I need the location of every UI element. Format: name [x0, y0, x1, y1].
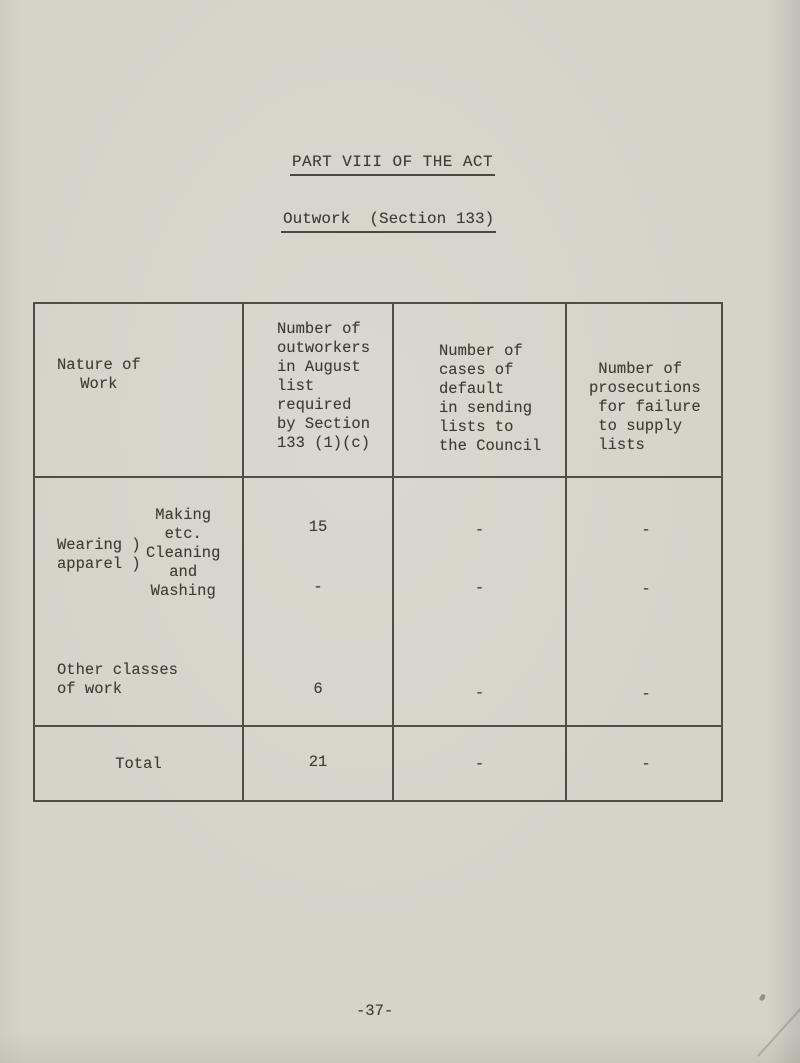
table-total-divider [35, 725, 721, 727]
page-subtitle: Outwork (Section 133) [281, 210, 497, 233]
cell-prosecutions-making: - [641, 521, 651, 539]
outwork-table: Nature of Work Number of outworkers in A… [33, 302, 723, 802]
column-header-prosecutions: Number of prosecutions for failure to su… [589, 360, 701, 454]
cell-prosecutions-other: - [641, 685, 651, 703]
page-number: -37- [356, 1002, 394, 1020]
row-sublabel-making-cleaning-washing: Making etc. Cleaning and Washing [146, 506, 221, 600]
cell-defaults-total: - [474, 755, 485, 773]
cell-outworkers-making: 15 [308, 518, 328, 536]
cell-defaults-making: - [474, 521, 485, 539]
row-label-total: Total [115, 755, 162, 773]
column-header-nature-of-work: Nature of Work [57, 356, 141, 393]
cell-outworkers-total: 21 [308, 753, 328, 771]
table-column-divider-1 [242, 304, 244, 800]
column-header-defaults: Number of cases of default in sending li… [439, 342, 542, 455]
cell-prosecutions-washing: - [641, 580, 651, 598]
cell-defaults-washing: - [474, 579, 485, 597]
cell-outworkers-other: 6 [313, 680, 323, 698]
row-label-other-classes: Other classes of work [57, 661, 178, 698]
cell-outworkers-washing: - [313, 578, 323, 596]
table-column-divider-2 [392, 304, 394, 800]
table-column-divider-3 [565, 304, 567, 800]
row-label-wearing-apparel: Wearing ) apparel ) [57, 536, 141, 573]
cell-prosecutions-total: - [641, 755, 651, 773]
page-title: PART VIII OF THE ACT [290, 153, 496, 176]
cell-defaults-other: - [474, 684, 485, 702]
table-header-divider [35, 476, 721, 478]
column-header-outworkers: Number of outworkers in August list requ… [277, 320, 371, 452]
